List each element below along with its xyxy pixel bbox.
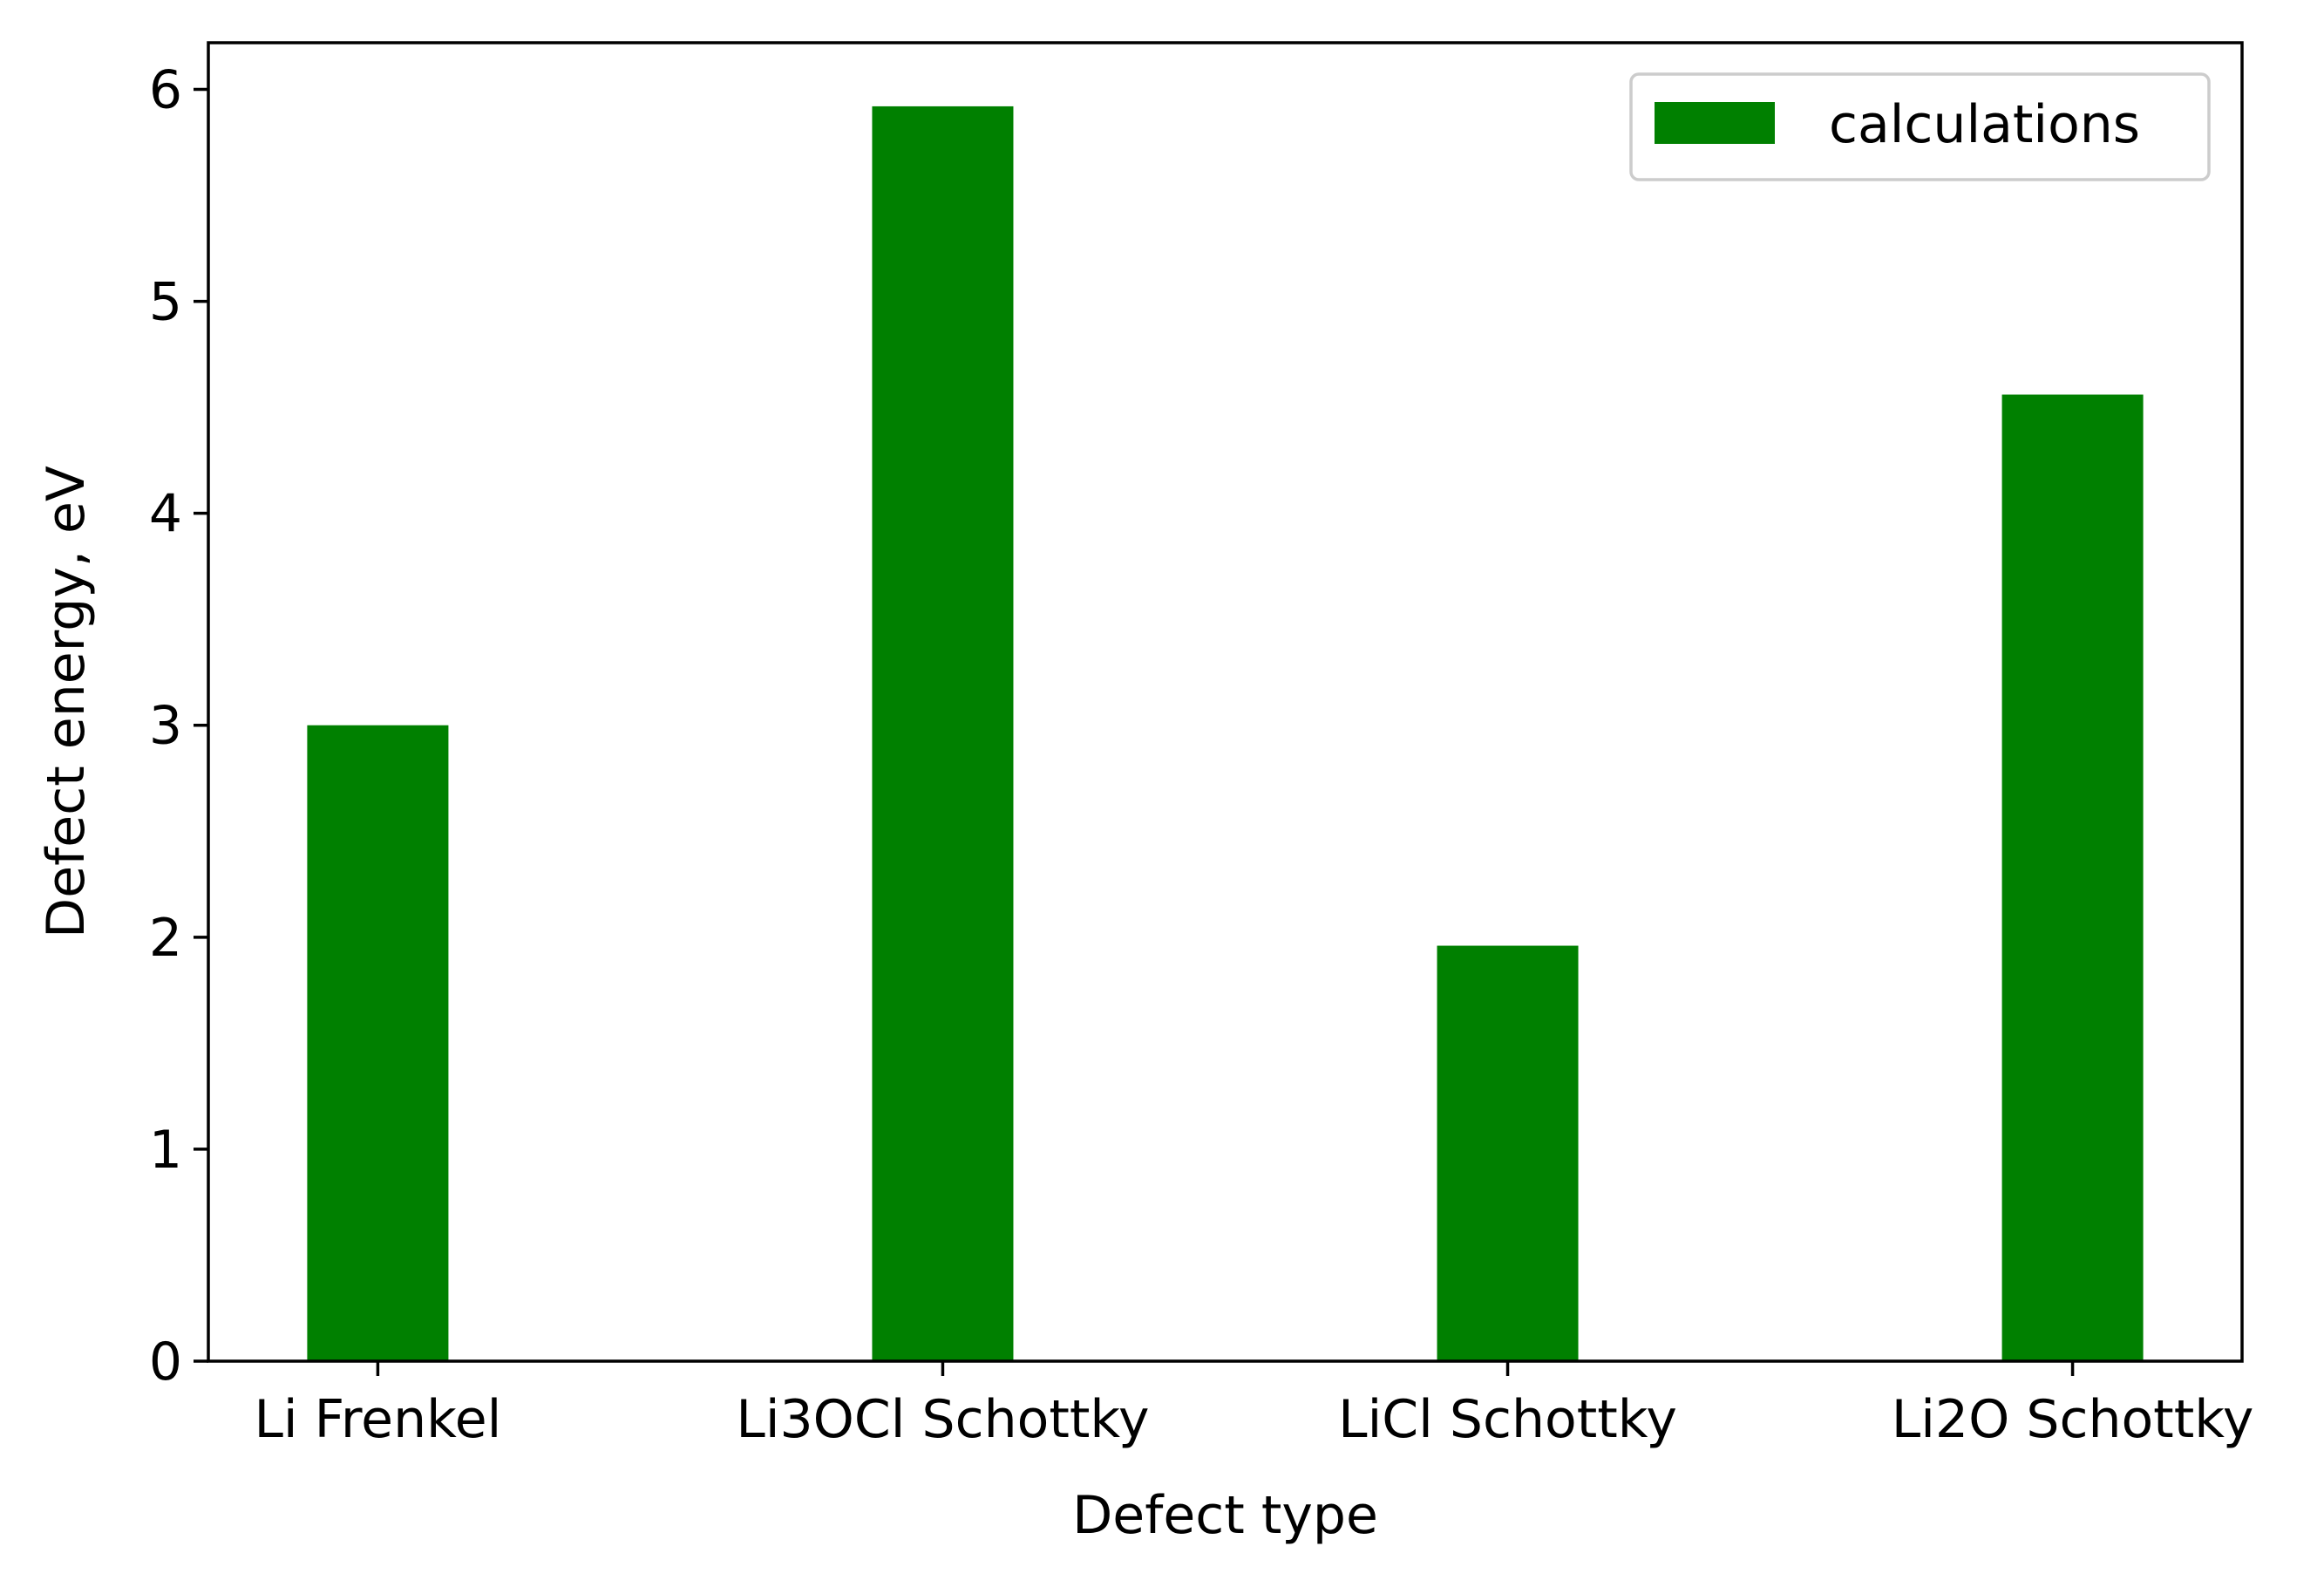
x-tick-label: LiCl Schottky bbox=[1338, 1389, 1677, 1450]
legend-swatch bbox=[1655, 102, 1775, 144]
bar-licl-schottky bbox=[1437, 945, 1579, 1361]
plot-frame bbox=[207, 41, 2244, 1363]
bar-li-frenkel bbox=[307, 725, 449, 1361]
y-tick-label: 0 bbox=[149, 1332, 182, 1393]
x-tick-label: Li3OCl Schottky bbox=[736, 1389, 1149, 1450]
y-tick-label: 5 bbox=[149, 272, 182, 333]
bar-li2o-schottky bbox=[2001, 394, 2144, 1361]
y-tick-label: 3 bbox=[149, 696, 182, 757]
y-tick-label: 2 bbox=[149, 908, 182, 969]
legend-label: calculations bbox=[1829, 94, 2140, 155]
x-axis-label: Defect type bbox=[1072, 1485, 1378, 1546]
y-axis: 0 1 2 3 4 5 6 bbox=[149, 59, 208, 1393]
legend-frame bbox=[1629, 72, 2211, 181]
y-tick-label: 6 bbox=[149, 59, 182, 120]
bars-group bbox=[307, 106, 2144, 1362]
legend: calculations bbox=[1629, 72, 2211, 181]
x-tick-label: Li2O Schottky bbox=[1892, 1389, 2254, 1450]
y-axis-label: Defect energy, eV bbox=[36, 466, 97, 938]
x-axis: Li Frenkel Li3OCl Schottky LiCl Schottky Li… bbox=[255, 1361, 2254, 1450]
x-tick-label: Li Frenkel bbox=[255, 1389, 502, 1450]
y-tick-label: 1 bbox=[149, 1120, 182, 1181]
bar-li3ocl-schottky bbox=[872, 106, 1014, 1362]
y-tick-label: 4 bbox=[149, 484, 182, 545]
